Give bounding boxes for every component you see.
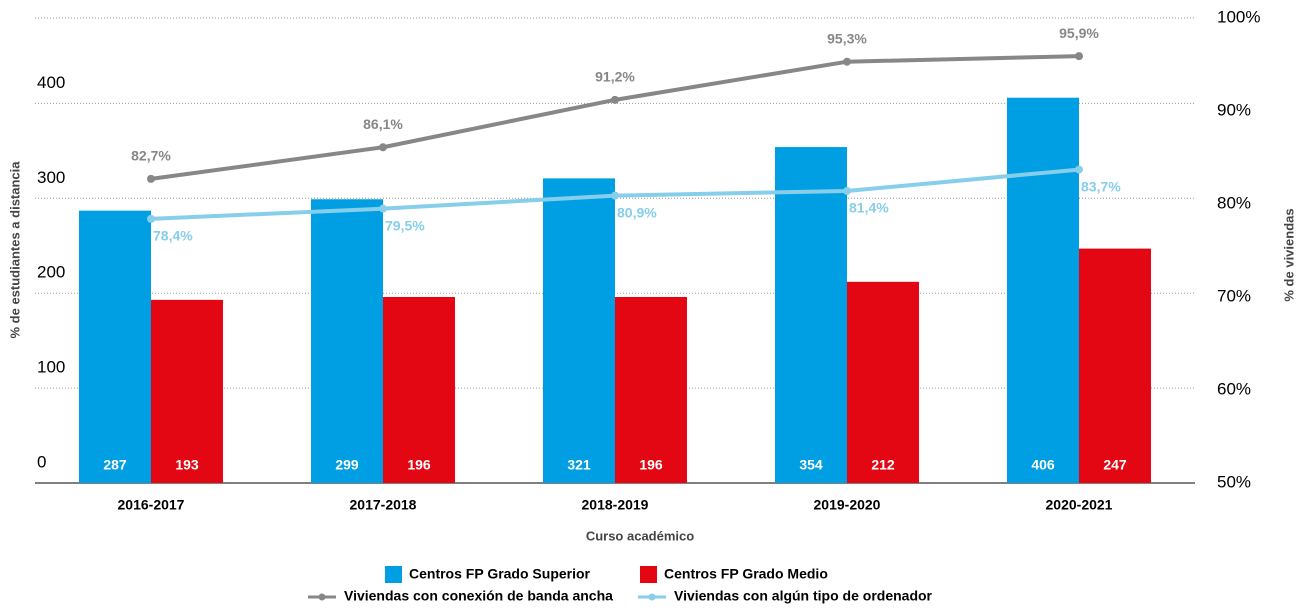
point-label: 95,3%	[827, 30, 867, 46]
point-label: 81,4%	[849, 200, 889, 216]
y-axis-title: % de estudiantes a distancia	[7, 161, 22, 339]
bar-label: 196	[407, 457, 431, 473]
bar-label: 247	[1103, 457, 1127, 473]
bar-label: 287	[103, 457, 127, 473]
y-tick-label: 400	[37, 73, 65, 92]
point-label: 86,1%	[363, 116, 403, 132]
bar	[615, 297, 687, 483]
y-tick-label: 300	[37, 168, 65, 187]
x-tick-label: 2019-2020	[814, 497, 881, 513]
bar-label: 196	[639, 457, 663, 473]
bar	[1007, 97, 1079, 483]
line-point	[379, 204, 387, 213]
y2-tick-label: 90%	[1217, 100, 1251, 119]
line-point	[611, 191, 619, 200]
legend-swatch	[640, 566, 657, 583]
line-point	[611, 95, 619, 104]
y2-tick-label: 50%	[1217, 472, 1251, 491]
bar	[1079, 248, 1151, 483]
y2-axis-title: % de viviendas	[1281, 208, 1296, 301]
point-label: 79,5%	[385, 217, 425, 233]
x-tick-label: 2020-2021	[1046, 497, 1113, 513]
point-label: 82,7%	[131, 148, 171, 164]
point-label: 83,7%	[1081, 178, 1121, 194]
bar	[847, 281, 919, 483]
bar	[383, 297, 455, 483]
x-axis-title: Curso académico	[586, 528, 694, 543]
legend-label: Viviendas con conexión de banda ancha	[344, 588, 613, 604]
bar	[311, 199, 383, 483]
y2-tick-label: 60%	[1217, 379, 1251, 398]
bar-label: 299	[335, 457, 359, 473]
bar-label: 354	[799, 457, 823, 473]
bar-label: 406	[1031, 457, 1055, 473]
line-point	[1075, 165, 1083, 174]
legend-swatch	[385, 566, 402, 583]
x-tick-label: 2017-2018	[350, 497, 417, 513]
legend-label: Viviendas con algún tipo de ordenador	[674, 588, 933, 604]
point-label: 80,9%	[617, 204, 657, 220]
line-point	[1075, 52, 1083, 61]
line-point	[379, 143, 387, 152]
legend-dot	[648, 593, 656, 601]
bar-label: 212	[871, 457, 895, 473]
bar	[775, 147, 847, 483]
line-point	[147, 214, 155, 223]
x-tick-label: 2016-2017	[118, 497, 185, 513]
point-label: 95,9%	[1059, 25, 1099, 41]
legend-dot	[318, 593, 326, 601]
line-point	[843, 186, 851, 195]
bar	[151, 299, 223, 483]
line-point	[147, 174, 155, 183]
y-tick-label: 200	[37, 263, 65, 282]
y2-tick-label: 80%	[1217, 193, 1251, 212]
y-tick-label: 0	[37, 452, 46, 471]
x-tick-label: 2018-2019	[582, 497, 649, 513]
legend-label: Centros FP Grado Medio	[664, 566, 828, 582]
y-tick-label: 100	[37, 358, 65, 377]
line-point	[843, 57, 851, 66]
y2-tick-label: 70%	[1217, 286, 1251, 305]
legend-label: Centros FP Grado Superior	[409, 566, 591, 582]
y2-tick-label: 100%	[1217, 7, 1260, 26]
bar	[79, 210, 151, 483]
bar-label: 321	[567, 457, 591, 473]
bar-label: 193	[175, 457, 199, 473]
point-label: 91,2%	[595, 69, 635, 85]
bar	[543, 178, 615, 483]
point-label: 78,4%	[153, 228, 193, 244]
